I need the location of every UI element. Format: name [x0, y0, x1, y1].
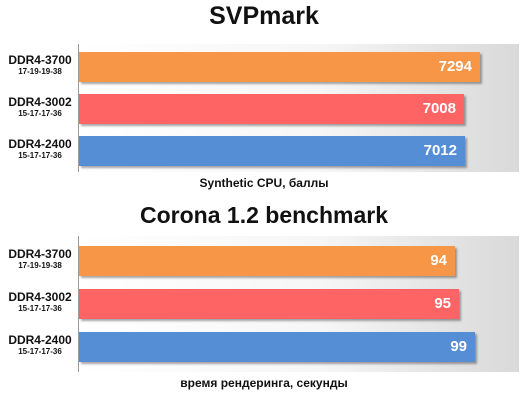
category-label: DDR4-3002 15-17-17-36 — [2, 95, 78, 119]
corona-chart: Corona 1.2 benchmark 94 95 99 DDR4-3700 17-… — [0, 200, 528, 400]
bar: 7008 — [79, 94, 464, 124]
category-name: DDR4-3002 — [8, 95, 72, 109]
category-timings: 15-17-17-36 — [18, 304, 62, 313]
data-label: 7294 — [438, 58, 472, 75]
category-timings: 17-19-19-38 — [18, 261, 62, 270]
bar: 94 — [79, 246, 455, 276]
plot-area: 94 95 99 — [78, 236, 519, 372]
category-name: DDR4-2400 — [8, 137, 72, 151]
chart-title: SVPmark — [209, 2, 319, 30]
chart-title: Corona 1.2 benchmark — [140, 202, 388, 228]
category-label: DDR4-2400 15-17-17-36 — [2, 137, 78, 161]
category-label: DDR4-3700 17-19-19-38 — [2, 247, 78, 271]
category-name: DDR4-3700 — [8, 247, 72, 261]
category-timings: 15-17-17-36 — [18, 109, 62, 118]
svpmark-chart: SVPmark 7294 7008 7012 DDR4-3700 17-19-19-3… — [2, 2, 519, 190]
category-label: DDR4-3002 15-17-17-36 — [2, 290, 78, 314]
x-axis-label: время рендеринга, секунды — [180, 376, 348, 390]
category-name: DDR4-3002 — [8, 290, 72, 304]
data-label: 7008 — [422, 100, 456, 117]
data-label: 7012 — [423, 142, 457, 159]
category-name: DDR4-3700 — [8, 53, 72, 67]
category-name: DDR4-2400 — [8, 333, 72, 347]
category-label: DDR4-2400 15-17-17-36 — [2, 333, 78, 357]
x-axis-label: Synthetic CPU, баллы — [199, 176, 329, 190]
bar: 7294 — [79, 52, 480, 82]
bar: 99 — [79, 332, 475, 362]
category-timings: 17-19-19-38 — [18, 67, 62, 76]
bar: 95 — [79, 289, 459, 319]
bar: 7012 — [79, 136, 465, 166]
category-timings: 15-17-17-36 — [18, 347, 62, 356]
data-label: 99 — [450, 338, 467, 355]
category-timings: 15-17-17-36 — [18, 151, 62, 160]
data-label: 94 — [430, 252, 447, 269]
category-label: DDR4-3700 17-19-19-38 — [2, 53, 78, 77]
data-label: 95 — [434, 295, 451, 312]
plot-area: 7294 7008 7012 — [78, 44, 519, 172]
